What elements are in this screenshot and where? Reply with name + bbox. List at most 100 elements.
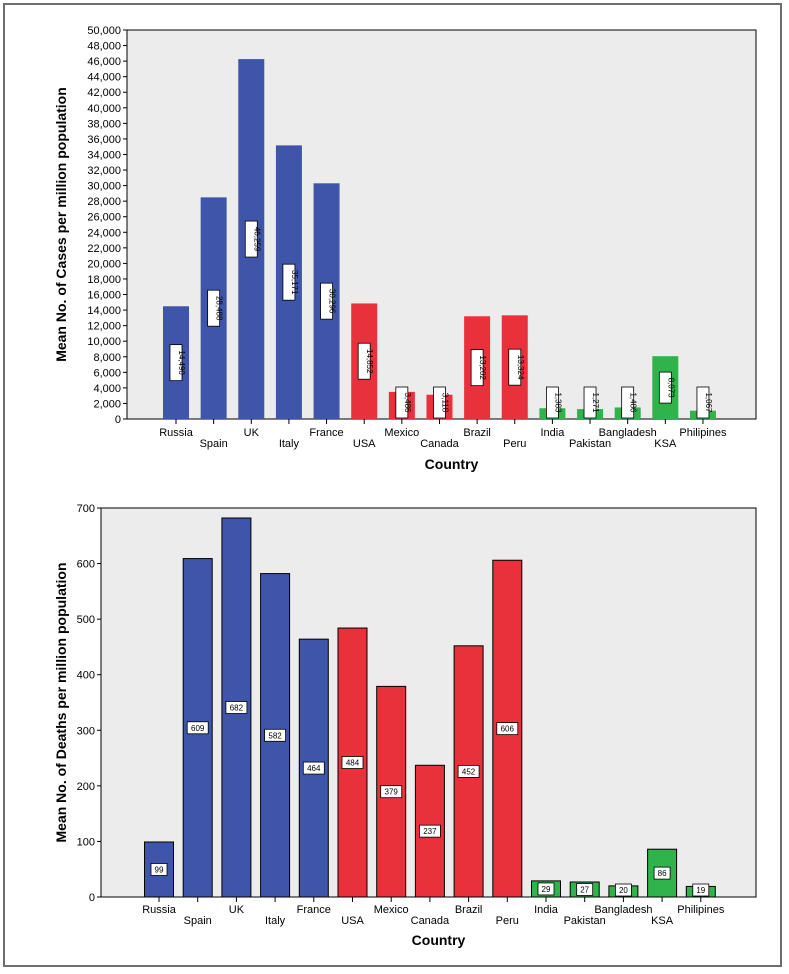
data-label: 13,324: [516, 355, 525, 380]
y-tick-label: 50,000: [87, 25, 121, 37]
data-label-box: [169, 344, 183, 382]
x-category-label: UK: [229, 904, 245, 916]
data-label: 14,490: [177, 350, 186, 375]
y-tick-label: 26,000: [87, 212, 121, 224]
data-label: 1,271: [591, 392, 600, 413]
x-category-label: USA: [353, 438, 376, 450]
x-category-label: India: [534, 904, 559, 916]
x-category-label: Mexico: [384, 427, 419, 439]
x-category-label: Brazil: [463, 427, 491, 439]
data-label: 237: [423, 827, 437, 836]
y-tick-label: 300: [77, 725, 95, 737]
y-tick-label: 700: [77, 503, 95, 515]
y-tick-label: 48,000: [87, 41, 121, 53]
x-category-label: Italy: [265, 915, 286, 927]
x-axis-title: Country: [425, 456, 479, 472]
x-category-label: Philipines: [679, 427, 727, 439]
data-label: 86: [658, 869, 667, 878]
data-label: 29: [542, 885, 551, 894]
data-label: 19: [696, 886, 705, 895]
y-tick-label: 16,000: [87, 290, 121, 302]
data-label-box: [186, 721, 209, 735]
data-label: 1,067: [704, 392, 713, 413]
x-category-label: KSA: [654, 438, 677, 450]
data-label-box: [583, 386, 597, 419]
y-axis-title: Mean No. of Deaths per million populatio…: [53, 562, 69, 842]
bar: [144, 841, 174, 898]
data-label-box: [418, 824, 441, 838]
data-label-box: [537, 882, 555, 896]
plot-area: [126, 29, 757, 420]
y-tick-label: 42,000: [87, 87, 121, 99]
x-category-label: Peru: [503, 438, 526, 450]
x-category-label: Russia: [142, 904, 177, 916]
data-label: 30,296: [328, 289, 337, 314]
data-label: 484: [346, 759, 360, 768]
y-tick-label: 14,000: [87, 305, 121, 317]
data-label-box: [207, 289, 221, 327]
data-label-box: [615, 883, 632, 897]
data-label-box: [357, 342, 371, 380]
data-label: 1,486: [629, 392, 638, 413]
data-label-box: [696, 386, 710, 419]
data-label: 8,073: [666, 378, 675, 399]
x-category-label: India: [540, 427, 565, 439]
x-category-label: Pakistan: [564, 915, 606, 927]
x-category-label: Peru: [496, 915, 519, 927]
y-tick-label: 18,000: [87, 274, 121, 286]
y-tick-label: 28,000: [87, 196, 121, 208]
cases-chart: 0 2,000 4,000 6,000 8,000 10,000 12,000 14,000 1…: [53, 25, 757, 472]
x-category-label: France: [297, 904, 331, 916]
data-label-box: [302, 761, 325, 775]
x-category-label: UK: [244, 427, 260, 439]
y-tick-label: 44,000: [87, 72, 121, 84]
data-label-box: [692, 883, 710, 897]
data-label-box: [150, 863, 168, 876]
y-tick-label: 36,000: [87, 134, 121, 146]
y-tick-label: 0: [115, 414, 121, 426]
y-tick-label: 10,000: [87, 336, 121, 348]
data-label: 582: [268, 731, 282, 740]
data-label: 682: [230, 704, 244, 713]
x-category-label: Bangladesh: [599, 427, 657, 439]
data-label-box: [546, 386, 559, 419]
y-tick-label: 38,000: [87, 118, 121, 130]
data-label-box: [621, 386, 635, 419]
data-label-box: [341, 756, 364, 769]
data-label: 99: [155, 865, 164, 874]
x-category-label: Pakistan: [569, 438, 611, 450]
data-label-box: [496, 722, 519, 736]
y-tick-label: 400: [77, 670, 95, 682]
x-category-label: Canada: [411, 915, 450, 927]
y-tick-label: 24,000: [87, 227, 121, 239]
y-tick-label: 34,000: [87, 149, 121, 161]
data-label: 3,486: [403, 392, 412, 413]
data-label-box: [395, 386, 409, 419]
data-label: 20: [619, 886, 628, 895]
data-label-box: [470, 349, 484, 387]
data-label: 609: [191, 724, 205, 733]
x-category-label: Canada: [420, 438, 459, 450]
data-label-box: [320, 282, 333, 320]
x-category-label: Bangladesh: [594, 904, 652, 916]
data-label-box: [380, 785, 403, 799]
data-label-box: [457, 765, 480, 778]
x-category-label: Brazil: [455, 904, 483, 916]
y-axis-title: Mean No. of Cases per million population: [53, 87, 69, 362]
data-label-box: [282, 263, 296, 301]
y-tick-label: 0: [89, 892, 95, 904]
y-tick-label: 32,000: [87, 165, 121, 177]
data-label: 46,259: [252, 227, 261, 252]
x-category-label: Spain: [184, 915, 212, 927]
data-label: 452: [462, 767, 476, 776]
x-axis-title: Country: [412, 932, 466, 948]
data-label: 379: [385, 788, 399, 797]
data-label: 606: [501, 725, 515, 734]
y-tick-label: 2,000: [93, 398, 121, 410]
y-tick-label: 30,000: [87, 181, 121, 193]
y-tick-label: 200: [77, 781, 95, 793]
data-label-box: [264, 728, 287, 742]
y-tick-label: 4,000: [93, 383, 121, 395]
y-tick-label: 22,000: [87, 243, 121, 255]
data-label-box: [225, 701, 248, 714]
